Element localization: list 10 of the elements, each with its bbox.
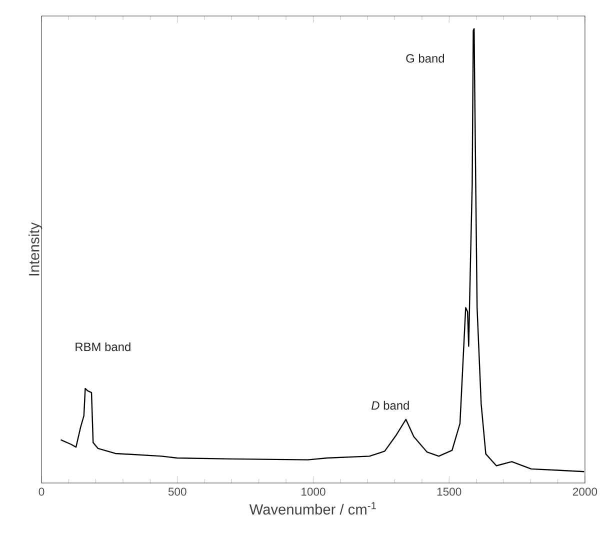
x-tick-label: 1500 [437,488,462,496]
annotation: RBM band [76,342,130,352]
x-tick-label: 500 [168,488,186,496]
y-axis-title: Intensity [28,222,42,276]
x-axis-title: Wavenumber / cm$^{-1}$ [249,502,376,515]
annotation: D band [372,400,409,410]
annotation: G band [406,54,444,63]
x-tick-label: 2000 [572,488,598,496]
x-tick-label: 1000 [302,488,326,496]
x-tick-label: 0 [38,488,44,496]
